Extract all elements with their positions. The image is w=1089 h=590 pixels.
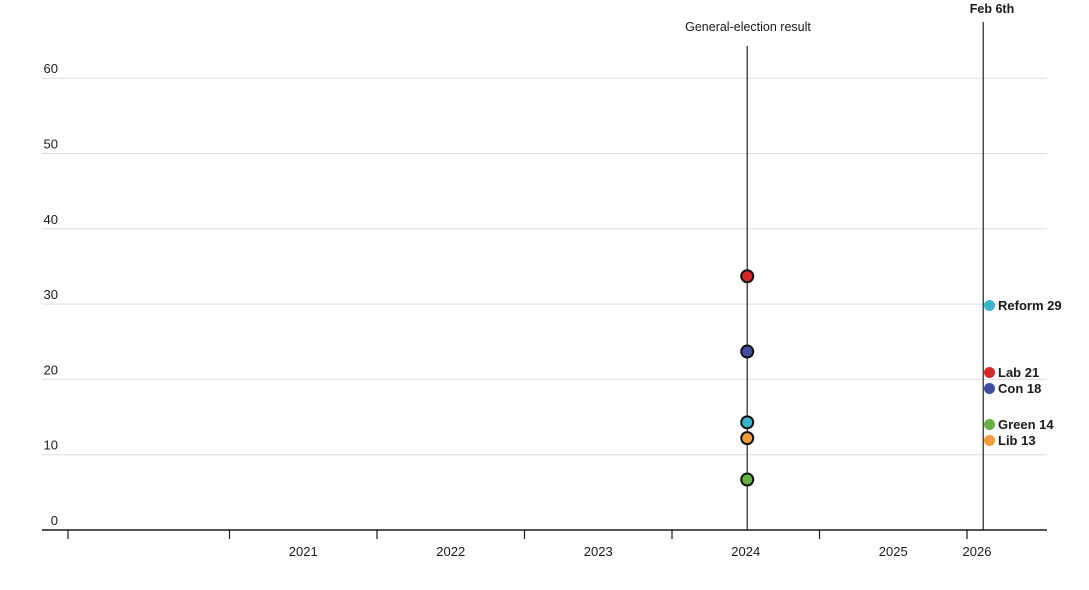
x-tick-label: 2022 bbox=[436, 544, 465, 559]
y-tick-label: 60 bbox=[44, 61, 58, 76]
series-end-label-text: Lib 13 bbox=[998, 433, 1036, 449]
y-tick-label: 0 bbox=[51, 513, 58, 528]
series-end-label-text: Reform 29 bbox=[998, 298, 1062, 314]
series-end-label-con: Con 18 bbox=[984, 381, 1041, 396]
election-annotation-label: General-election result bbox=[685, 20, 811, 34]
y-tick-label: 20 bbox=[44, 362, 58, 377]
election-result-dot-lib bbox=[740, 431, 755, 446]
series-end-label-lib: Lib 13 bbox=[984, 433, 1036, 448]
lib-dot-icon bbox=[984, 435, 995, 447]
con-dot-icon bbox=[984, 383, 995, 395]
y-tick-label: 10 bbox=[44, 438, 58, 453]
latest-date-label: Feb 6th bbox=[969, 2, 1015, 16]
y-tick-label: 30 bbox=[44, 287, 58, 302]
series-end-label-lab: Lab 21 bbox=[984, 365, 1039, 380]
y-tick-label: 40 bbox=[44, 212, 58, 227]
green-dot-icon bbox=[984, 419, 995, 431]
reform-dot-icon bbox=[984, 300, 995, 312]
election-result-dot-green bbox=[740, 472, 755, 487]
x-tick-label: 2021 bbox=[289, 544, 318, 559]
series-end-label-reform: Reform 29 bbox=[984, 298, 1062, 313]
election-result-dot-reform bbox=[740, 415, 755, 430]
y-axis-labels: 0 10 20 30 40 50 60 bbox=[44, 61, 58, 528]
x-axis: 2021 2022 2023 2024 2025 2026 bbox=[42, 529, 1047, 559]
annotation-lines bbox=[746, 22, 984, 530]
gridlines bbox=[42, 77, 1047, 456]
x-tick-label: 2023 bbox=[584, 544, 613, 559]
election-result-dot-lab bbox=[740, 269, 755, 284]
x-tick-label: 2024 bbox=[731, 544, 760, 559]
series-end-label-text: Con 18 bbox=[998, 381, 1042, 397]
y-tick-label: 50 bbox=[44, 137, 58, 152]
series-end-label-green: Green 14 bbox=[984, 417, 1054, 432]
series-end-label-text: Green 14 bbox=[998, 417, 1054, 433]
x-tick-label: 2025 bbox=[879, 544, 908, 559]
election-result-markers bbox=[740, 269, 755, 487]
election-result-dot-con bbox=[740, 344, 755, 359]
series-end-label-text: Lab 21 bbox=[998, 365, 1040, 381]
lab-dot-icon bbox=[984, 367, 995, 379]
x-tick-label: 2026 bbox=[963, 544, 992, 559]
